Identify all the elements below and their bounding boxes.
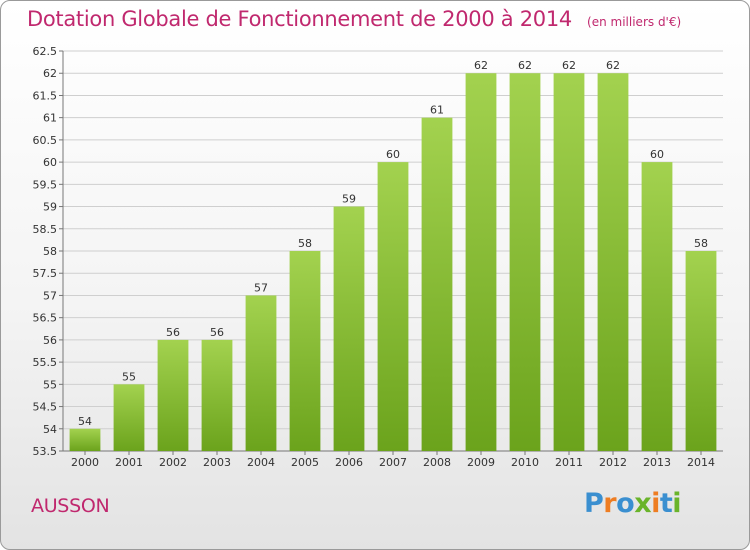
bar <box>113 384 145 451</box>
x-tick-label: 2007 <box>379 456 407 469</box>
bar <box>597 73 629 451</box>
bar <box>333 206 365 451</box>
commune-name: AUSSON <box>31 495 110 517</box>
y-tick-label: 59 <box>43 201 57 214</box>
bar <box>421 117 453 452</box>
y-tick-label: 61 <box>43 112 57 125</box>
y-tick-label: 55.5 <box>33 356 58 369</box>
y-tick-label: 54.5 <box>33 401 58 414</box>
y-tick-label: 58 <box>43 245 57 258</box>
data-label: 62 <box>518 59 532 72</box>
logo-letter: t <box>659 488 673 519</box>
chart-unit-text: (en milliers d'€) <box>587 15 682 29</box>
data-label: 57 <box>254 281 268 294</box>
x-tick-label: 2012 <box>599 456 627 469</box>
bar <box>465 73 497 451</box>
x-tick-label: 2014 <box>687 456 715 469</box>
logo-letter: r <box>603 488 617 519</box>
data-label: 59 <box>342 193 356 206</box>
x-tick-label: 2009 <box>467 456 495 469</box>
x-tick-label: 2002 <box>159 456 187 469</box>
logo-letter: x <box>634 488 652 519</box>
y-tick-label: 54 <box>43 423 57 436</box>
bar <box>69 428 101 451</box>
bar <box>377 162 409 451</box>
x-tick-label: 2006 <box>335 456 363 469</box>
bar <box>509 73 541 451</box>
y-tick-label: 59.5 <box>33 178 58 191</box>
y-tick-label: 57.5 <box>33 267 58 280</box>
x-tick-label: 2003 <box>203 456 231 469</box>
y-tick-label: 53.5 <box>33 445 58 458</box>
data-label: 62 <box>606 59 620 72</box>
data-label: 62 <box>474 59 488 72</box>
x-tick-label: 2001 <box>115 456 143 469</box>
logo-letter: P <box>584 488 604 519</box>
proxiti-logo: Proxiti <box>584 488 682 519</box>
y-tick-label: 58.5 <box>33 223 58 236</box>
data-label: 58 <box>694 237 708 250</box>
chart-title-text: Dotation Globale de Fonctionnement de 20… <box>27 7 572 31</box>
x-tick-label: 2000 <box>71 456 99 469</box>
bar <box>685 251 717 451</box>
y-tick-label: 61.5 <box>33 89 58 102</box>
y-tick-label: 62.5 <box>33 45 58 58</box>
data-label: 55 <box>122 370 136 383</box>
data-label: 56 <box>166 326 180 339</box>
x-tick-label: 2011 <box>555 456 583 469</box>
y-tick-label: 62 <box>43 67 57 80</box>
data-label: 60 <box>650 148 664 161</box>
x-tick-label: 2005 <box>291 456 319 469</box>
y-tick-label: 55 <box>43 378 57 391</box>
logo-letter: o <box>616 488 635 519</box>
data-label: 58 <box>298 237 312 250</box>
bar <box>157 339 189 451</box>
x-tick-label: 2010 <box>511 456 539 469</box>
data-label: 54 <box>78 415 92 428</box>
bar <box>289 251 321 451</box>
bar <box>245 295 277 451</box>
chart-title: Dotation Globale de Fonctionnement de 20… <box>27 7 681 31</box>
data-label: 60 <box>386 148 400 161</box>
y-tick-label: 56 <box>43 334 57 347</box>
data-label: 62 <box>562 59 576 72</box>
y-tick-label: 60.5 <box>33 134 58 147</box>
bar <box>553 73 585 451</box>
data-label: 61 <box>430 104 444 117</box>
y-tick-label: 56.5 <box>33 312 58 325</box>
x-tick-label: 2013 <box>643 456 671 469</box>
x-tick-label: 2008 <box>423 456 451 469</box>
data-label: 56 <box>210 326 224 339</box>
y-tick-label: 60 <box>43 156 57 169</box>
bar <box>641 162 673 451</box>
bar <box>201 339 233 451</box>
logo-letter: i <box>651 488 660 519</box>
logo-letter: i <box>672 488 682 519</box>
y-tick-label: 57 <box>43 289 57 302</box>
x-tick-label: 2004 <box>247 456 275 469</box>
